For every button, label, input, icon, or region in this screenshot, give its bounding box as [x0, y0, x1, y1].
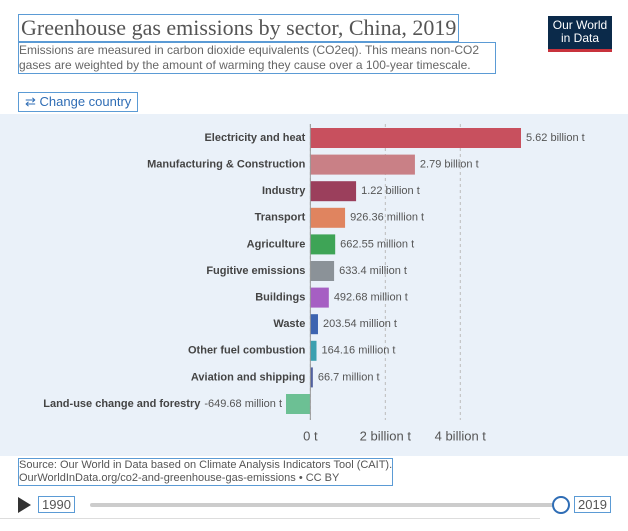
- x-tick-label: 0 t: [303, 428, 318, 443]
- category-label: Fugitive emissions: [206, 265, 305, 277]
- category-label: Buildings: [255, 292, 305, 304]
- bar: [310, 154, 415, 175]
- value-label: 66.7 million t: [318, 371, 380, 383]
- category-label: Aviation and shipping: [191, 371, 305, 383]
- category-label: Electricity and heat: [204, 132, 305, 144]
- timeline-end[interactable]: 2019: [574, 496, 611, 513]
- category-label: Land-use change and forestry: [43, 398, 201, 410]
- value-label: 492.68 million t: [334, 292, 408, 304]
- value-label: 662.55 million t: [340, 238, 414, 250]
- play-button[interactable]: [18, 497, 31, 513]
- value-label: 5.62 billion t: [526, 132, 585, 144]
- category-label: Waste: [273, 318, 305, 330]
- tab-bar: [0, 518, 540, 531]
- value-label: 926.36 million t: [350, 212, 424, 224]
- value-label: 1.22 billion t: [361, 185, 420, 197]
- category-label: Manufacturing & Construction: [147, 159, 306, 171]
- change-country-button[interactable]: ⇄ Change country: [18, 92, 139, 112]
- value-label: 203.54 million t: [323, 318, 397, 330]
- value-label: 164.16 million t: [322, 345, 396, 357]
- value-label: 633.4 million t: [339, 265, 407, 277]
- logo-line: in Data: [560, 31, 600, 45]
- source: Source: Our World in Data based on Clima…: [18, 458, 394, 486]
- chart-title: Greenhouse gas emissions by sector, Chin…: [18, 14, 460, 42]
- timeline-handle[interactable]: [552, 496, 570, 514]
- bar: [310, 128, 521, 148]
- category-label: Transport: [255, 212, 306, 224]
- logo[interactable]: Our World in Data: [548, 16, 612, 52]
- bar: [310, 234, 336, 255]
- value-label: -649.68 million t: [204, 398, 282, 410]
- source-url[interactable]: OurWorldInData.org/co2-and-greenhouse-ga…: [19, 472, 340, 484]
- category-label: Agriculture: [247, 238, 306, 250]
- value-label: 2.79 billion t: [420, 159, 479, 171]
- chart-subtitle: Emissions are measured in carbon dioxide…: [18, 42, 496, 74]
- bar: [310, 314, 318, 335]
- logo-line: Our World: [552, 18, 608, 32]
- timeline-track: [90, 503, 560, 507]
- bar: [310, 261, 335, 281]
- button-label: Change country: [39, 94, 132, 109]
- bar: [310, 367, 313, 388]
- bar: [310, 181, 357, 202]
- bar: [310, 287, 329, 308]
- category-label: Other fuel combustion: [188, 345, 306, 357]
- category-label: Industry: [262, 185, 306, 197]
- bar: [310, 207, 346, 228]
- bar: [286, 394, 311, 414]
- bar: [310, 340, 317, 361]
- x-tick-label: 4 billion t: [435, 428, 487, 443]
- timeline-start[interactable]: 1990: [38, 496, 75, 513]
- source-text: Source: Our World in Data based on Clima…: [19, 459, 393, 471]
- x-tick-label: 2 billion t: [360, 428, 412, 443]
